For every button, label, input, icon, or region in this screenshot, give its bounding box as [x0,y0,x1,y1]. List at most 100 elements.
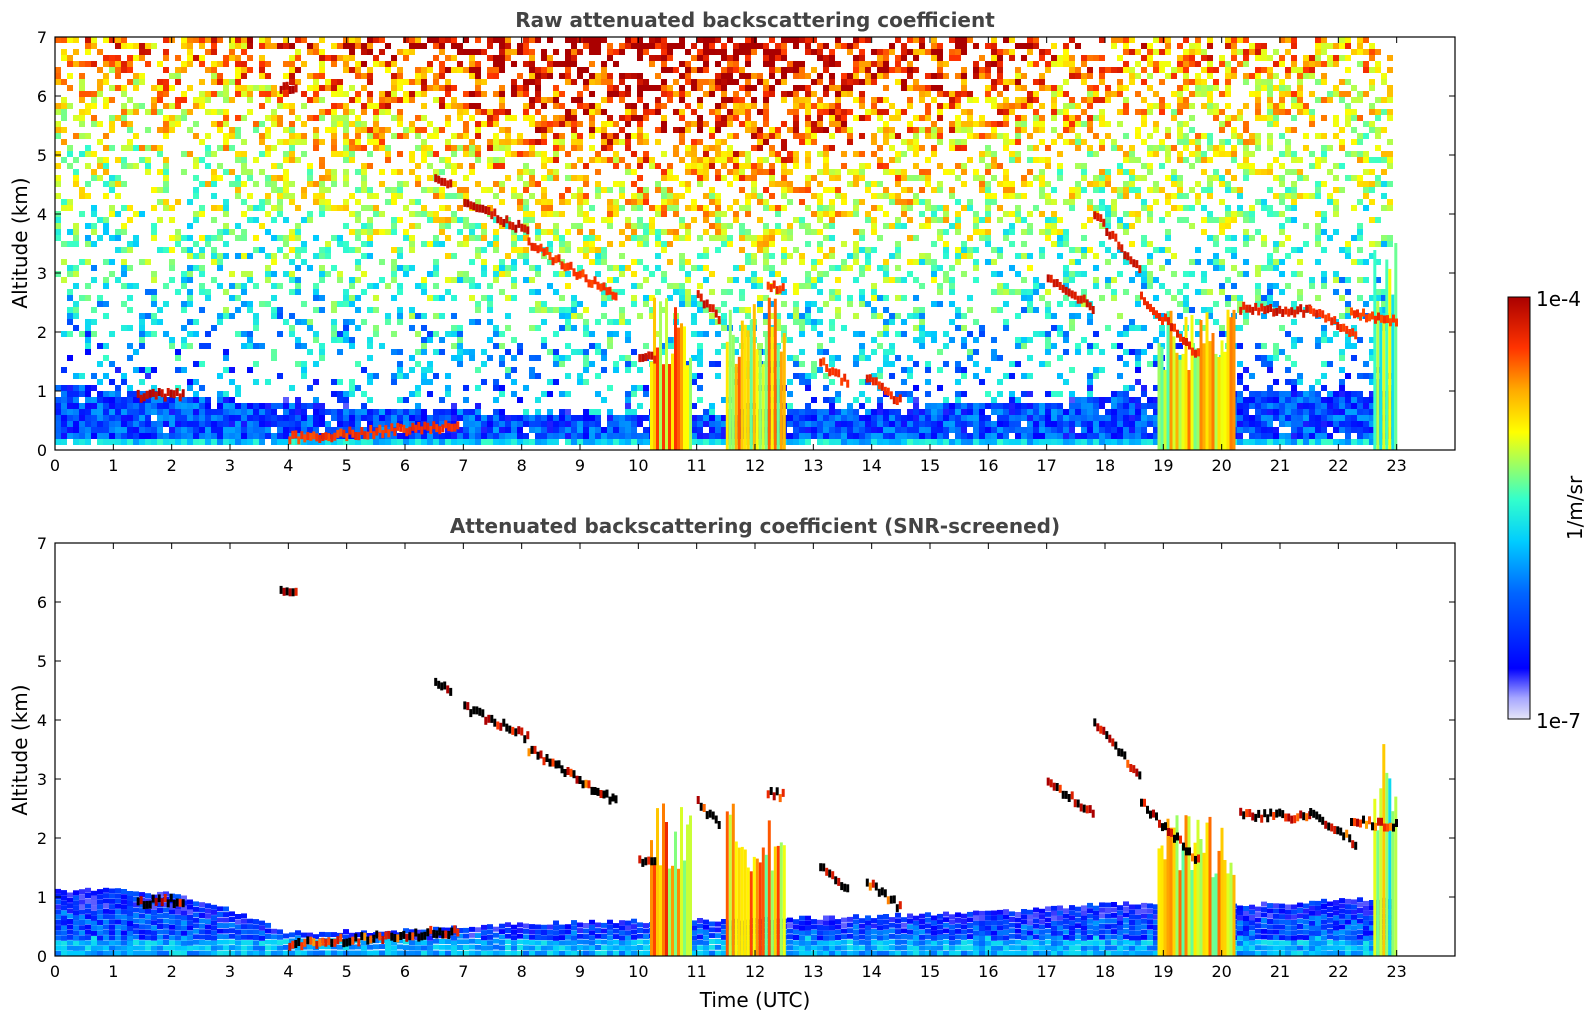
backscatter-cell [415,163,421,169]
backscatter-cell [697,115,703,121]
backscatter-cell [193,121,199,127]
backscatter-cell [517,139,523,145]
backscatter-cell [775,325,781,331]
backscatter-cell [553,151,559,157]
backscatter-cell [403,409,409,415]
backscatter-cell [103,283,109,289]
backscatter-cell [637,439,643,445]
backscatter-cell [121,115,127,121]
backscatter-cell [241,421,247,427]
backscatter-cell [583,379,589,385]
backscatter-cell [739,223,745,229]
backscatter-cell [649,217,655,223]
backscatter-cell [253,421,259,427]
backscatter-cell [577,427,583,433]
backscatter-cell [373,295,379,301]
backscatter-cell [181,115,187,121]
backscatter-cell [85,415,91,421]
backscatter-cell [343,181,349,187]
backscatter-cell [205,163,211,169]
backscatter-cell [433,151,439,157]
backscatter-cell [625,73,631,79]
backscatter-cell [439,43,445,49]
backscatter-cell [427,415,433,421]
backscatter-cell [109,61,115,67]
backscatter-cell [781,181,787,187]
backscatter-cell [613,421,619,427]
backscatter-cell [343,109,349,115]
backscatter-cell [109,55,115,61]
backscatter-cell [313,43,319,49]
backscatter-cell [877,61,883,67]
backscatter-cell [901,367,907,373]
backscatter-cell [949,91,955,97]
backscatter-cell [475,73,481,79]
backscatter-cell [217,409,223,415]
backscatter-cell [583,349,589,355]
backscatter-cell [307,43,313,49]
backscatter-cell [505,145,511,151]
backscatter-cell [781,193,787,199]
backscatter-cell [721,325,727,331]
backscatter-cell [715,307,721,313]
backscatter-cell [97,415,103,421]
backscatter-cell [253,157,259,163]
backscatter-cell [331,319,337,325]
backscatter-cell [397,253,403,259]
backscatter-cell [487,163,493,169]
backscatter-cell [307,415,313,421]
backscatter-cell [301,409,307,415]
backscatter-cell [151,235,157,241]
backscatter-cell [517,169,523,175]
backscatter-cell [655,211,661,217]
backscatter-cell [757,247,763,253]
backscatter-cell [487,439,493,445]
backscatter-cell [85,109,91,115]
backscatter-cell [379,103,385,109]
backscatter-cell [973,259,979,265]
backscatter-cell [709,127,715,133]
backscatter-cell [973,43,979,49]
backscatter-cell [901,139,907,145]
backscatter-cell [337,55,343,61]
backscatter-cell [367,337,373,343]
backscatter-cell [253,313,259,319]
backscatter-cell [115,235,121,241]
backscatter-cell [835,295,841,301]
backscatter-cell [823,373,829,379]
backscatter-cell [925,91,931,97]
backscatter-cell [997,67,1003,73]
backscatter-cell [643,115,649,121]
backscatter-cell [847,109,853,115]
backscatter-cell [925,73,931,79]
backscatter-cell [283,433,289,439]
backscatter-cell [865,439,871,445]
backscatter-cell [223,139,229,145]
backscatter-cell [961,391,967,397]
backscatter-cell [733,349,739,355]
backscatter-cell [793,283,799,289]
backscatter-cell [151,319,157,325]
backscatter-cell [937,433,943,439]
backscatter-cell [529,145,535,151]
backscatter-cell [169,121,175,127]
backscatter-cell [475,403,481,409]
backscatter-cell [511,439,517,445]
backscatter-cell [829,439,835,445]
backscatter-cell [409,241,415,247]
backscatter-cell [907,73,913,79]
backscatter-cell [793,91,799,97]
backscatter-cell [355,61,361,67]
backscatter-cell [403,205,409,211]
backscatter-cell [853,97,859,103]
backscatter-cell [397,193,403,199]
backscatter-cell [985,121,991,127]
backscatter-cell [709,211,715,217]
backscatter-cell [577,121,583,127]
backscatter-cell [163,403,169,409]
backscatter-cell [193,133,199,139]
backscatter-cell [955,307,961,313]
backscatter-cell [985,97,991,103]
backscatter-cell [427,175,433,181]
backscatter-cell [871,415,877,421]
